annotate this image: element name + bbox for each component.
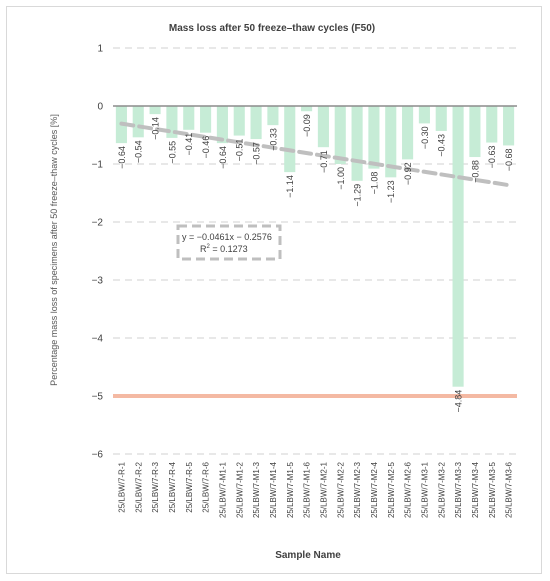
x-axis-label: Sample Name <box>275 550 341 561</box>
x-tick-label: 25/LBW/7-M3-2 <box>437 461 446 518</box>
x-tick-label: 25/LBW/7-R-6 <box>202 461 211 512</box>
bar <box>250 106 262 140</box>
bar <box>301 106 313 112</box>
data-label: −1.14 <box>285 175 295 198</box>
x-tick-label: 25/LBW/7-R-4 <box>168 461 177 512</box>
x-tick-label: 25/LBW/7-M1-4 <box>269 461 278 518</box>
data-labels: −0.64 −0.54 −0.14 −0.55 −0.41 −0.46 −0.64 −0.51… <box>117 114 514 412</box>
x-tick-label: 25/LBW/7-M3-6 <box>505 461 514 518</box>
x-tick-label: 25/LBW/7-M3-1 <box>420 461 429 518</box>
bar <box>486 106 498 143</box>
y-tick-label: −2 <box>92 218 104 229</box>
r2-symbol: R <box>200 244 207 254</box>
data-label: −1.23 <box>386 180 396 203</box>
bar <box>284 106 296 173</box>
bar <box>435 106 447 131</box>
bar <box>267 106 279 126</box>
data-label: −1.00 <box>336 167 346 190</box>
r2-exponent: 2 <box>207 244 211 250</box>
x-tick-label: 25/LBW/7-M2-2 <box>336 461 345 518</box>
chart-title: Mass loss after 50 freeze–thaw cycles (F… <box>169 23 375 34</box>
x-tick-label: 25/LBW/7-M2-6 <box>404 461 413 518</box>
data-label: −1.08 <box>369 172 379 195</box>
x-tick-label: 25/LBW/7-M3-5 <box>488 461 497 518</box>
trendline-equation: y = −0.0461x − 0.2576 <box>182 232 272 242</box>
x-tick-label: 25/LBW/7-M2-1 <box>319 461 328 518</box>
data-label: −0.14 <box>151 117 161 140</box>
data-label: −0.64 <box>218 146 228 169</box>
y-tick-labels: 1 0 −1 −2 −3 −4 −5 −6 <box>92 44 104 461</box>
data-label: −0.43 <box>437 134 447 157</box>
y-axis-label: Percentage mass loss of specimens after … <box>49 114 59 386</box>
y-tick-label: −4 <box>92 334 104 345</box>
x-tick-label: 25/LBW/7-M2-4 <box>370 461 379 518</box>
bar <box>385 106 397 178</box>
data-label: −0.71 <box>319 150 329 173</box>
y-tick-label: −6 <box>92 450 104 461</box>
y-tick-label: 1 <box>97 44 103 55</box>
bar <box>216 106 228 144</box>
data-label: −0.46 <box>201 136 211 159</box>
bar <box>402 106 414 160</box>
x-tick-label: 25/LBW/7-M3-3 <box>454 461 463 518</box>
bar <box>452 106 464 387</box>
r2-value: = 0.1273 <box>210 244 248 254</box>
data-label: −0.68 <box>504 148 514 171</box>
y-tick-label: −3 <box>92 276 104 287</box>
bar <box>149 106 161 115</box>
data-label: −0.41 <box>184 133 194 156</box>
bar <box>183 106 195 130</box>
x-tick-label: 25/LBW/7-M1-6 <box>303 461 312 518</box>
bar <box>418 106 430 124</box>
x-tick-label: 25/LBW/7-M2-3 <box>353 461 362 518</box>
x-tick-label: 25/LBW/7-M1-3 <box>252 461 261 518</box>
data-label: −0.33 <box>268 128 278 151</box>
data-label: −0.92 <box>403 162 413 185</box>
y-tick-label: −1 <box>92 160 104 171</box>
data-label: −0.63 <box>487 146 497 169</box>
bar <box>132 106 144 138</box>
data-label: −0.30 <box>420 126 430 149</box>
x-tick-label: 25/LBW/7-R-5 <box>185 461 194 512</box>
trendline-group <box>119 121 511 188</box>
bar <box>233 106 245 136</box>
data-label: −0.55 <box>167 141 177 164</box>
bar <box>469 106 481 158</box>
data-label: −0.57 <box>252 142 262 165</box>
x-tick-label: 25/LBW/7-M3-4 <box>471 461 480 518</box>
x-tick-labels: 25/LBW/7-R-1 25/LBW/7-R-2 25/LBW/7-R-3 25/L… <box>117 461 513 518</box>
x-tick-label: 25/LBW/7-M1-2 <box>235 461 244 518</box>
trendline-equation-box: y = −0.0461x − 0.2576 R2 = 0.1273 <box>176 224 282 261</box>
bar <box>351 106 363 181</box>
x-tick-label: 25/LBW/7-R-1 <box>117 461 126 512</box>
equation-box-border <box>176 224 282 261</box>
data-label: −0.88 <box>470 160 480 183</box>
bar <box>200 106 212 133</box>
bar <box>368 106 380 169</box>
bar <box>503 106 515 146</box>
x-tick-label: 25/LBW/7-R-3 <box>151 461 160 512</box>
bar <box>334 106 346 164</box>
trendline-r2: R2 = 0.1273 <box>200 244 248 254</box>
trendline <box>119 121 511 188</box>
data-label: −1.29 <box>353 184 363 207</box>
data-label: −4.84 <box>454 390 464 413</box>
data-label: −0.51 <box>235 139 245 162</box>
data-label: −0.64 <box>117 146 127 169</box>
x-tick-label: 25/LBW/7-M2-5 <box>387 461 396 518</box>
data-label: −0.09 <box>302 114 312 137</box>
data-label: −0.54 <box>134 140 144 163</box>
x-tick-label: 25/LBW/7-M1-5 <box>286 461 295 518</box>
bar <box>166 106 178 138</box>
bar <box>317 106 329 148</box>
bars <box>115 106 515 387</box>
y-tick-label: 0 <box>97 102 103 113</box>
x-tick-label: 25/LBW/7-R-2 <box>134 461 143 512</box>
x-tick-label: 25/LBW/7-M1-1 <box>218 461 227 518</box>
y-tick-label: −5 <box>92 392 104 403</box>
